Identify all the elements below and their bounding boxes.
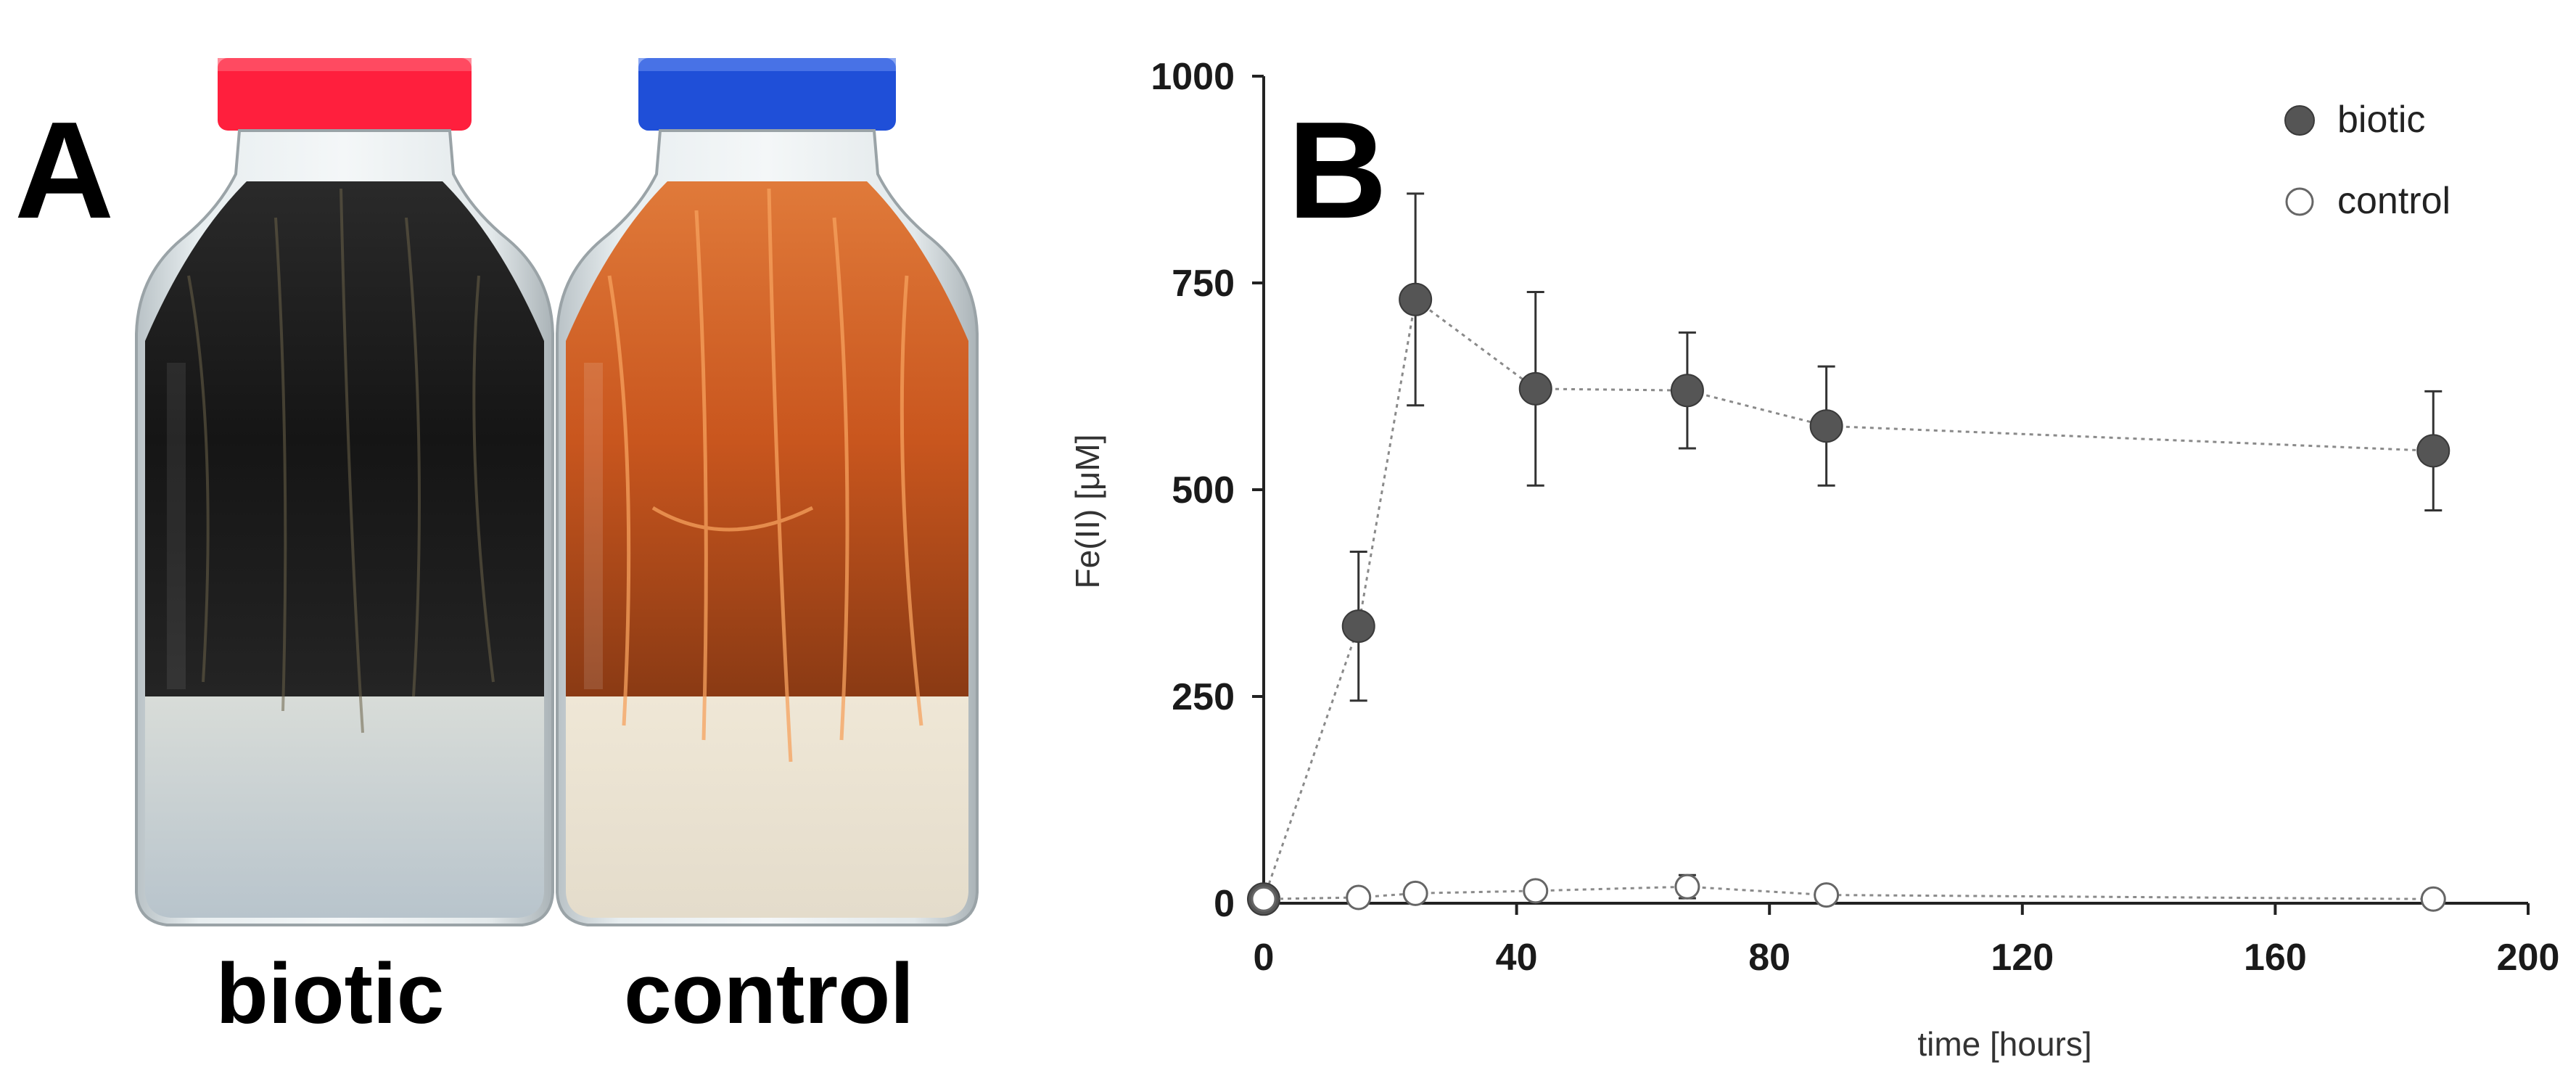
data-point-control — [1346, 884, 1372, 910]
series-biotic — [1247, 192, 2451, 916]
x-tick-label: 200 — [2497, 937, 2560, 979]
data-point-biotic — [1399, 282, 1433, 316]
y-tick-label: 250 — [1172, 676, 1235, 718]
panel-b-chart: B 0 250 500 750 1000 0 40 80 120 160 200 Fe(II) [… — [1069, 56, 2559, 1063]
x-tick-label: 80 — [1748, 937, 1790, 979]
data-point-control — [1251, 886, 1277, 912]
x-tick-label: 0 — [1254, 937, 1275, 979]
y-ticks: 0 250 500 750 1000 — [1151, 56, 1264, 925]
y-tick-label: 0 — [1214, 883, 1235, 925]
data-point-biotic — [1670, 374, 1704, 408]
data-point-control — [1674, 873, 1700, 900]
series-control — [1251, 873, 2446, 912]
y-tick-label: 500 — [1172, 469, 1235, 511]
bottle-biotic: biotic — [135, 58, 554, 1042]
data-point-biotic — [1809, 409, 1843, 443]
panel-a-letter: A — [15, 94, 114, 247]
plot-area: 0 250 500 750 1000 0 40 80 120 160 200 — [1151, 56, 2559, 979]
data-point-control — [1402, 880, 1428, 906]
legend-label-biotic: biotic — [2337, 99, 2425, 141]
bottle-biotic-cap — [218, 58, 472, 131]
panel-b-letter: B — [1288, 94, 1387, 247]
panel-a-photo: A biotic control — [15, 58, 979, 1042]
x-ticks: 0 40 80 120 160 200 — [1254, 903, 2560, 979]
x-tick-label: 40 — [1496, 937, 1538, 979]
bottle-control-caption: control — [624, 946, 914, 1042]
data-point-control — [2420, 886, 2446, 912]
bottle-control-cap — [638, 58, 896, 131]
data-point-control — [1523, 878, 1549, 904]
y-axis-label: Fe(II) [μM] — [1069, 434, 1106, 588]
legend: biotic control — [2284, 99, 2451, 222]
x-tick-label: 160 — [2244, 937, 2307, 979]
data-point-biotic — [1518, 371, 1552, 406]
y-tick-label: 1000 — [1151, 56, 1235, 98]
x-axis-label: time [hours] — [1917, 1025, 2091, 1063]
data-point-control — [1814, 882, 1840, 908]
series-layer — [1247, 192, 2451, 916]
legend-marker-biotic — [2284, 105, 2315, 136]
series-line-control — [1263, 885, 2434, 900]
data-point-biotic — [1341, 609, 1375, 644]
bottle-control: control — [556, 58, 979, 1042]
legend-marker-control — [2285, 187, 2314, 216]
bottle-biotic-caption: biotic — [216, 946, 445, 1042]
series-line-biotic — [1262, 297, 2434, 900]
legend-label-control: control — [2337, 180, 2451, 222]
x-tick-label: 120 — [1991, 937, 2054, 979]
y-tick-label: 750 — [1172, 263, 1235, 305]
data-point-biotic — [2416, 434, 2451, 468]
